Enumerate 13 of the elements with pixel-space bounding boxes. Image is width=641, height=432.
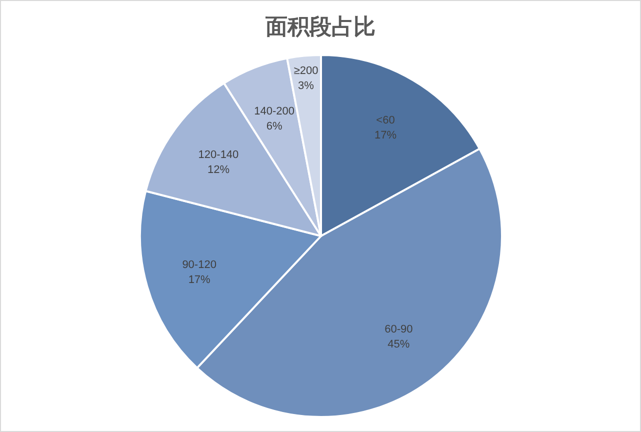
data-label: 12% [207, 164, 230, 176]
slice-label: <60 [376, 114, 395, 126]
data-label: 3% [298, 80, 314, 92]
slice-label: 90-120 [182, 258, 216, 271]
data-label: 17% [374, 129, 397, 142]
data-label: 17% [188, 274, 211, 286]
slice-label: 140-200 [254, 106, 295, 118]
slice-label: ≥200 [294, 64, 318, 77]
data-label: 45% [388, 338, 410, 351]
slice-label: 60-90 [384, 324, 413, 336]
data-label: 6% [266, 120, 283, 133]
slice-label: 120-140 [198, 149, 239, 162]
chart-title: 面积段占比 [264, 14, 376, 40]
